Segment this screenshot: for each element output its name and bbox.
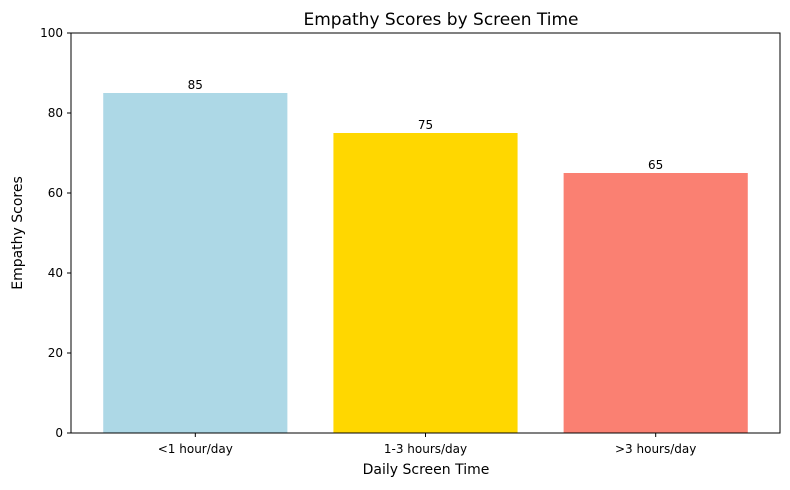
y-tick-label-0: 0 [55,426,63,440]
chart-title: Empathy Scores by Screen Time [304,10,579,30]
bar-1 [333,133,518,433]
x-tick-label-2: >3 hours/day [615,442,696,456]
bar-2 [563,173,748,433]
x-tick-label-0: <1 hour/day [158,442,233,456]
x-axis: <1 hour/day 1-3 hours/day >3 hours/day [158,433,696,456]
bars-group [103,93,748,433]
bar-value-label-0: 85 [188,78,203,92]
y-axis-label: Empathy Scores [10,176,26,290]
plot-area: 85 75 65 [70,32,781,434]
y-tick-label-2: 40 [48,266,63,280]
data-labels-group: 85 75 65 [188,78,664,172]
x-tick-label-1: 1-3 hours/day [384,442,467,456]
y-tick-label-1: 20 [48,346,63,360]
bar-0 [103,93,288,433]
y-tick-label-3: 60 [48,186,63,200]
y-tick-label-4: 80 [48,106,63,120]
bar-value-label-2: 65 [648,158,663,172]
bar-value-label-1: 75 [418,118,433,132]
x-axis-label: Daily Screen Time [363,462,490,478]
y-axis: 0 20 40 60 80 100 [40,26,71,440]
y-tick-label-5: 100 [40,26,63,40]
